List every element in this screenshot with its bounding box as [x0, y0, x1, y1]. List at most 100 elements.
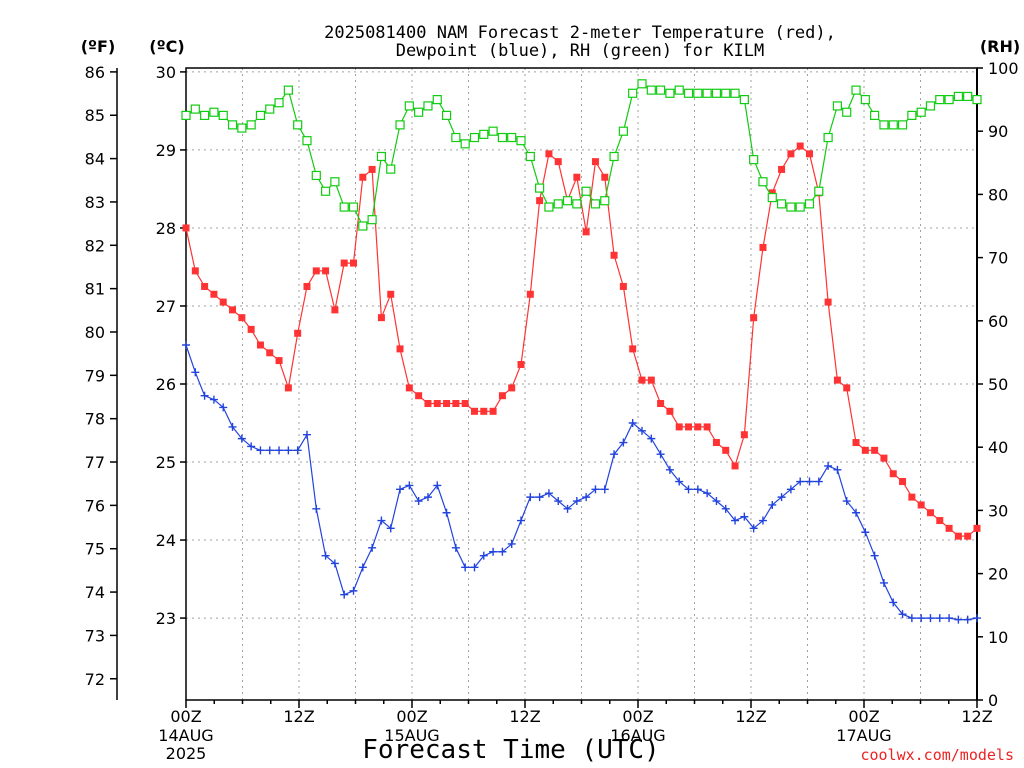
temperature-series — [182, 142, 981, 540]
temperature-point — [396, 345, 404, 353]
rh-point — [786, 202, 796, 212]
rh-point — [814, 186, 824, 196]
temperature-point — [638, 376, 646, 384]
dewpoint-point — [917, 614, 926, 623]
temperature-point — [889, 470, 897, 478]
rh-point — [795, 202, 805, 212]
temperature-point — [712, 439, 720, 447]
dewpoint-point — [414, 497, 423, 506]
x-tick-label: 12Z — [509, 707, 540, 726]
temperature-point — [331, 306, 339, 314]
temperature-point — [415, 392, 423, 400]
temperature-point — [526, 290, 534, 298]
temperature-point — [266, 349, 274, 357]
dewpoint-point — [647, 434, 656, 443]
c-tick-label: 25 — [156, 453, 176, 472]
dewpoint-point — [182, 340, 190, 349]
rh-point — [972, 94, 982, 105]
dewpoint-point — [247, 442, 256, 451]
rh-point — [414, 107, 424, 117]
temperature-point — [229, 306, 237, 314]
rh-point — [311, 170, 321, 181]
dewpoint-point — [554, 497, 563, 506]
dewpoint-point — [852, 508, 861, 517]
dewpoint-point — [768, 500, 777, 509]
dewpoint-point — [963, 615, 972, 624]
x-axis-label: Forecast Time (UTC) — [362, 735, 659, 765]
grid — [186, 68, 977, 700]
temperature-point — [629, 345, 637, 353]
dewpoint-point — [749, 524, 758, 533]
rh-point — [200, 110, 210, 121]
dewpoint-point — [200, 391, 209, 400]
rh-point — [209, 107, 219, 117]
rh-point — [516, 136, 526, 146]
temperature-point — [387, 290, 395, 298]
temperature-point — [852, 439, 860, 447]
dewpoint-point — [926, 614, 935, 623]
temperature-point — [880, 454, 888, 462]
dewpoint-point — [563, 504, 572, 513]
rh-tick-label: 20 — [988, 565, 1008, 584]
temperature-point — [945, 524, 953, 532]
dewpoint-point — [572, 497, 581, 506]
dewpoint-point — [870, 551, 879, 560]
temperature-point — [350, 259, 358, 267]
temperature-point — [377, 314, 385, 322]
rh-point — [488, 126, 498, 136]
rh-point — [525, 151, 535, 162]
temperature-point — [750, 314, 758, 322]
rh-point — [842, 107, 852, 117]
dewpoint-point — [544, 489, 553, 498]
rh-point — [730, 88, 740, 98]
rh-tick-label: 50 — [988, 375, 1008, 394]
temperature-point — [908, 493, 916, 501]
f-tick-label: 83 — [85, 193, 105, 212]
celsius-unit-label: (ºC) — [149, 37, 184, 56]
dewpoint-point — [321, 551, 330, 560]
temperature-point — [275, 357, 283, 365]
rh-point — [237, 123, 247, 133]
dewpoint-point — [265, 446, 274, 455]
rh-point — [600, 196, 610, 206]
temperature-point — [182, 224, 190, 232]
rh-tick-label: 10 — [988, 628, 1008, 647]
temperature-point — [322, 267, 330, 275]
dewpoint-point — [628, 419, 637, 428]
temperature-point — [601, 173, 609, 181]
rh-point — [609, 151, 619, 162]
chart-title-line1: 2025081400 NAM Forecast 2-meter Temperat… — [324, 23, 836, 43]
rh-point — [832, 101, 843, 111]
temperature-point — [694, 423, 702, 431]
rh-point — [953, 91, 963, 102]
dewpoint-point — [731, 516, 740, 525]
dewpoint-point — [293, 446, 302, 455]
temperature-point — [685, 423, 693, 431]
rh-point — [879, 120, 889, 130]
dewpoint-point — [582, 493, 591, 502]
rh-point — [665, 88, 675, 98]
temperature-point — [219, 298, 227, 306]
f-tick-label: 76 — [85, 496, 105, 515]
series-layer — [181, 79, 982, 624]
dewpoint-point — [228, 422, 237, 431]
x-tick-date: 16AUG — [610, 726, 665, 745]
dewpoint-point — [740, 512, 749, 521]
temperature-point — [871, 446, 879, 454]
rh-point — [655, 85, 666, 95]
rh-point — [404, 101, 414, 111]
dewpoint-point — [442, 508, 451, 517]
rh-point — [572, 199, 582, 209]
dewpoint-point — [340, 590, 349, 599]
dewpoint-point — [330, 559, 339, 568]
temperature-point — [768, 189, 776, 197]
rh-tick-label: 0 — [988, 691, 998, 710]
celsius-axis: 23 24 25 26 27 28 29 30 — [156, 63, 186, 628]
rh-point — [386, 164, 396, 174]
dewpoint-point — [758, 516, 767, 525]
rh-point — [451, 132, 461, 143]
rh-axis: 0 10 20 30 40 50 60 70 80 90 100 — [977, 59, 1019, 710]
dewpoint-point — [842, 497, 851, 506]
rh-point — [339, 202, 349, 212]
x-tick-date: 17AUG — [836, 726, 891, 745]
